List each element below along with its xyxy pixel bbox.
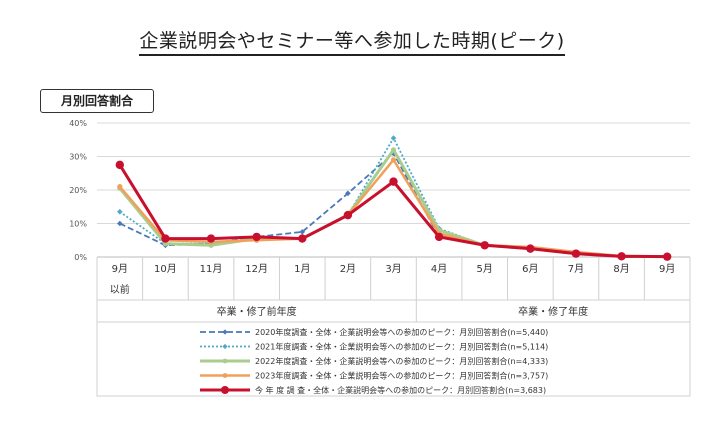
data-point — [571, 249, 581, 258]
data-point — [117, 208, 123, 215]
y-tick-label: 0% — [74, 253, 87, 262]
data-point — [390, 147, 397, 153]
y-tick-label: 30% — [69, 153, 87, 162]
legend-label: 2021年度調査・全体・企業説明会等への参加のピーク：月別回答割合(n=5,11… — [255, 342, 548, 352]
data-point — [222, 358, 228, 364]
legend-entry: 今 年 度 調 査・全体・企業説明会等への参加のピーク：月別回答割合(n=3,6… — [200, 385, 546, 395]
category-label: 1月 — [294, 263, 310, 275]
series-line — [115, 160, 672, 261]
legend-entry: 2020年度調査・全体・企業説明会等への参加のピーク：月別回答割合(n=5,44… — [200, 327, 548, 337]
category-label: 7月 — [568, 263, 584, 275]
series-line — [117, 150, 670, 260]
data-point — [299, 229, 306, 235]
category-label: 以前 — [110, 283, 130, 296]
data-point — [434, 232, 444, 242]
category-label: 10月 — [154, 263, 177, 275]
data-point — [390, 135, 397, 141]
category-label: 9月 — [112, 263, 128, 275]
data-point — [526, 244, 535, 253]
data-point — [662, 252, 672, 261]
data-point — [252, 232, 261, 242]
legend-entry: 2021年度調査・全体・企業説明会等への参加のピーク：月別回答割合(n=5,11… — [200, 342, 548, 352]
category-label: 9月 — [659, 263, 675, 275]
data-point — [480, 241, 489, 250]
data-point — [161, 234, 170, 243]
category-label: 5月 — [477, 263, 493, 275]
data-point — [115, 160, 125, 170]
category-label: 12月 — [245, 263, 268, 275]
legend-label: 2020年度調査・全体・企業説明会等への参加のピーク：月別回答割合(n=5,44… — [255, 327, 548, 337]
data-point — [222, 343, 228, 350]
chart-badge: 月別回答割合 — [40, 89, 155, 113]
data-point — [117, 220, 123, 227]
data-point — [222, 329, 228, 335]
legend-entry: 2023年度調査・全体・企業説明会等への参加のピーク：月別回答割合(n=3,75… — [200, 371, 548, 381]
page-title: 企業説明会やセミナー等へ参加した時期(ピーク) — [0, 26, 704, 56]
data-point — [222, 373, 228, 378]
y-tick-label: 10% — [69, 220, 87, 229]
legend-entry: 2022年度調査・全体・企業説明会等への参加のピーク：月別回答割合(n=4,33… — [200, 356, 548, 366]
y-tick-label: 40% — [69, 119, 87, 128]
legend-label: 2022年度調査・全体・企業説明会等への参加のピーク：月別回答割合(n=4,33… — [255, 356, 548, 366]
data-point — [617, 252, 626, 261]
data-point — [221, 386, 229, 394]
group-label: 卒業・修了年度 — [518, 305, 588, 318]
data-point — [343, 210, 353, 220]
data-point — [298, 234, 307, 243]
category-label: 3月 — [385, 263, 401, 275]
y-tick-label: 20% — [69, 186, 87, 195]
data-point — [345, 190, 351, 197]
series-path — [118, 158, 668, 258]
group-label: 卒業・修了前年度 — [217, 305, 297, 318]
category-label: 6月 — [522, 263, 538, 275]
data-point — [389, 177, 398, 186]
data-point — [117, 184, 123, 190]
category-label: 2月 — [340, 263, 356, 275]
legend-label: 今 年 度 調 査・全体・企業説明会等への参加のピーク：月別回答割合(n=3,6… — [255, 385, 546, 395]
data-point — [390, 157, 397, 163]
legend-label: 2023年度調査・全体・企業説明会等への参加のピーク：月別回答割合(n=3,75… — [255, 371, 548, 381]
category-label: 4月 — [431, 263, 447, 275]
data-point — [206, 234, 216, 243]
legend-box — [96, 321, 691, 397]
category-label: 11月 — [200, 263, 223, 275]
category-label: 8月 — [613, 263, 629, 275]
